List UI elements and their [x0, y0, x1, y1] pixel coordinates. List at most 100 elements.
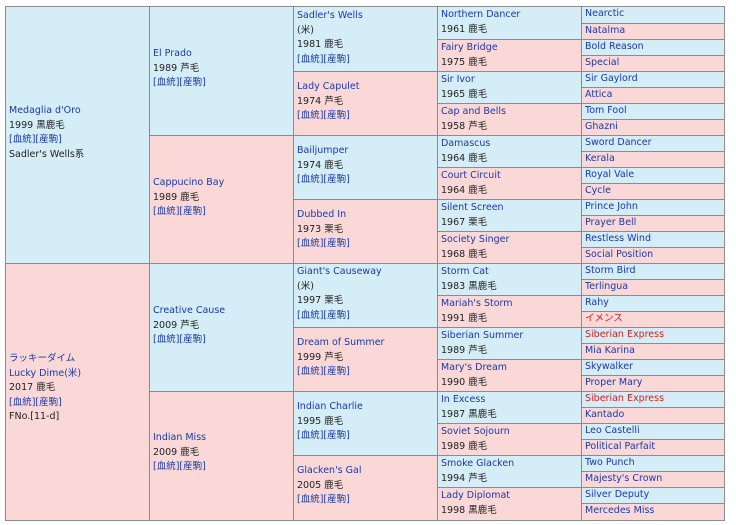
sds-name-link[interactable]: Bailjumper: [297, 145, 349, 156]
ancestor-link[interactable]: Restless Wind: [585, 233, 651, 244]
sdds-name-link[interactable]: Silent Screen: [441, 202, 504, 213]
pedigree-progeny-links[interactable]: [血統][産駒]: [297, 430, 350, 441]
sss-name-link[interactable]: Sadler's Wells: [297, 10, 363, 21]
gen5-cell: Political Parfait: [581, 439, 725, 456]
dsds-name-link[interactable]: Siberian Summer: [441, 330, 524, 341]
gen5-cell: Restless Wind: [581, 231, 725, 248]
ancestor-link[interactable]: Ghazni: [585, 121, 618, 132]
pedigree-progeny-links[interactable]: [血統][産駒]: [153, 461, 206, 472]
pedigree-progeny-links[interactable]: [血統][産駒]: [9, 396, 62, 408]
inbred-ancestor-link[interactable]: Siberian Express: [585, 329, 665, 340]
ddss-name-link[interactable]: In Excess: [441, 394, 486, 405]
sdd-cell: Dubbed In 1973 栗毛 [血統][産駒]: [293, 199, 438, 264]
ancestor-link[interactable]: Mia Karina: [585, 345, 635, 356]
ancestor-link[interactable]: Terlingua: [585, 281, 629, 292]
ddds-cell: Smoke Glacken 1994 芦毛: [437, 455, 582, 488]
ancestor-link[interactable]: Silver Deputy: [585, 489, 650, 500]
ancestor-link[interactable]: Kerala: [585, 153, 615, 164]
dam-name-jp-link[interactable]: ラッキーダイム: [9, 353, 76, 364]
ancestor-link[interactable]: Two Punch: [585, 457, 635, 468]
ancestor-link[interactable]: Storm Bird: [585, 265, 636, 276]
sd-name-link[interactable]: Cappucino Bay: [153, 177, 225, 188]
ancestor-link[interactable]: Rahy: [585, 297, 609, 308]
dam-name-link[interactable]: Lucky Dime(米): [9, 367, 82, 379]
dsd-cell: Dream of Summer 1999 芦毛 [血統][産駒]: [293, 327, 438, 392]
ssss-cell: Northern Dancer 1961 鹿毛: [437, 6, 582, 40]
sdsd-name-link[interactable]: Court Circuit: [441, 170, 501, 181]
ancestor-link[interactable]: Political Parfait: [585, 441, 656, 452]
ssd-cell: Lady Capulet 1974 芦毛 [血統][産駒]: [293, 71, 438, 136]
ancestor-link[interactable]: Proper Mary: [585, 377, 643, 388]
pedigree-progeny-links[interactable]: [血統][産駒]: [297, 238, 350, 249]
ddsd-name-link[interactable]: Soviet Sojourn: [441, 426, 510, 437]
ssds-name-link[interactable]: Sir Ivor: [441, 74, 475, 85]
ancestor-link[interactable]: Nearctic: [585, 8, 625, 19]
gen5-cell: Kerala: [581, 151, 725, 168]
ancestor-link[interactable]: Sir Gaylord: [585, 73, 638, 84]
ancestor-link[interactable]: Kantado: [585, 409, 625, 420]
ancestor-link[interactable]: Majesty's Crown: [585, 473, 663, 484]
pedigree-progeny-links[interactable]: [血統][産駒]: [297, 110, 350, 121]
sdd-name-link[interactable]: Dubbed In: [297, 209, 347, 220]
gen5-cell: Tom Fool: [581, 103, 725, 120]
pedigree-progeny-links[interactable]: [血統][産駒]: [297, 309, 350, 321]
gen5-cell: Rahy: [581, 295, 725, 312]
ancestor-link[interactable]: Skywalker: [585, 361, 633, 372]
ss-name-link[interactable]: El Prado: [153, 48, 192, 59]
sddd-name-link[interactable]: Society Singer: [441, 234, 510, 245]
dd-cell: Indian Miss 2009 鹿毛 [血統][産駒]: [149, 391, 294, 521]
ssss-name-link[interactable]: Northern Dancer: [441, 9, 521, 20]
sssd-name-link[interactable]: Fairy Bridge: [441, 42, 498, 53]
pedigree-progeny-links[interactable]: [血統][産駒]: [297, 53, 350, 65]
sdsd-cell: Court Circuit 1964 鹿毛: [437, 167, 582, 200]
gen5-cell: Proper Mary: [581, 375, 725, 392]
gen5-cell: Prince John: [581, 199, 725, 216]
sdss-name-link[interactable]: Damascus: [441, 138, 491, 149]
sdds-cell: Silent Screen 1967 栗毛: [437, 199, 582, 232]
ancestor-link[interactable]: Royal Vale: [585, 169, 635, 180]
dssd-cell: Mariah's Storm 1991 鹿毛: [437, 295, 582, 328]
gen5-cell: Mercedes Miss: [581, 503, 725, 521]
inbred-ancestor-link[interactable]: Siberian Express: [585, 393, 665, 404]
ancestor-link[interactable]: Prayer Bell: [585, 217, 637, 228]
ds-name-link[interactable]: Creative Cause: [153, 305, 226, 316]
dssd-name-link[interactable]: Mariah's Storm: [441, 298, 513, 309]
ddds-name-link[interactable]: Smoke Glacken: [441, 458, 515, 469]
sire-name-link[interactable]: Medaglia d'Oro: [9, 105, 81, 116]
dds-cell: Indian Charlie 1995 鹿毛 [血統][産駒]: [293, 391, 438, 456]
dsd-name-link[interactable]: Dream of Summer: [297, 337, 385, 348]
ds-cell: Creative Cause 2009 芦毛 [血統][産駒]: [149, 263, 294, 392]
dsdd-name-link[interactable]: Mary's Dream: [441, 362, 508, 373]
pedigree-progeny-links[interactable]: [血統][産駒]: [153, 77, 206, 88]
ancestor-link[interactable]: イメンス: [585, 313, 623, 324]
ddd-name-link[interactable]: Glacken's Gal: [297, 465, 362, 476]
ssd-name-link[interactable]: Lady Capulet: [297, 81, 360, 92]
dd-name-link[interactable]: Indian Miss: [153, 432, 207, 443]
ssdd-name-link[interactable]: Cap and Bells: [441, 106, 506, 117]
ancestor-link[interactable]: Special: [585, 57, 620, 68]
ancestor-link[interactable]: Leo Castelli: [585, 425, 640, 436]
ancestor-link[interactable]: Natalma: [585, 25, 626, 36]
ancestor-link[interactable]: Mercedes Miss: [585, 505, 655, 516]
pedigree-progeny-links[interactable]: [血統][産駒]: [153, 334, 206, 345]
ssds-cell: Sir Ivor 1965 鹿毛: [437, 71, 582, 104]
ancestor-link[interactable]: Tom Fool: [585, 105, 627, 116]
pedigree-progeny-links[interactable]: [血統][産駒]: [153, 206, 206, 217]
pedigree-progeny-links[interactable]: [血統][産駒]: [297, 174, 350, 185]
sdss-cell: Damascus 1964 鹿毛: [437, 135, 582, 168]
ancestor-link[interactable]: Prince John: [585, 201, 638, 212]
pedigree-progeny-links[interactable]: [血統][産駒]: [9, 134, 62, 145]
pedigree-progeny-links[interactable]: [血統][産駒]: [297, 494, 350, 505]
ssdd-cell: Cap and Bells 1958 芦毛: [437, 103, 582, 136]
dss-name-link[interactable]: Giant's Causeway: [297, 266, 382, 277]
dds-name-link[interactable]: Indian Charlie: [297, 401, 363, 412]
ancestor-link[interactable]: Social Position: [585, 249, 654, 260]
dsss-name-link[interactable]: Storm Cat: [441, 266, 489, 277]
ancestor-link[interactable]: Cycle: [585, 185, 611, 196]
dddd-name-link[interactable]: Lady Diplomat: [441, 490, 511, 501]
ancestor-link[interactable]: Bold Reason: [585, 41, 644, 52]
pedigree-progeny-links[interactable]: [血統][産駒]: [297, 366, 350, 377]
ancestor-link[interactable]: Attica: [585, 89, 613, 100]
gen5-cell: Sir Gaylord: [581, 71, 725, 88]
ancestor-link[interactable]: Sword Dancer: [585, 137, 652, 148]
